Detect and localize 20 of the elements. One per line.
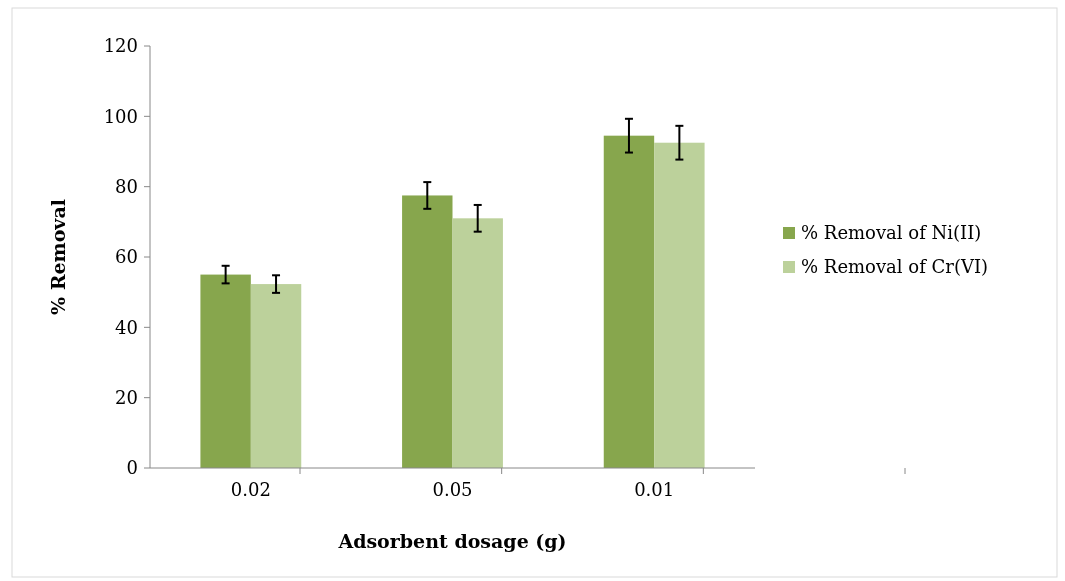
y-tick-label: 20 [115,386,138,408]
bar [452,218,503,468]
y-tick-label: 80 [115,175,138,197]
y-tick-label: 60 [115,246,138,268]
x-tick-label: 0.01 [634,479,675,500]
legend-label: % Removal of Cr(VI) [801,256,989,278]
x-tick-label: 0.02 [230,479,271,500]
y-tick-label: 100 [103,105,138,127]
bar [603,135,655,468]
y-tick-label: 120 [103,35,138,57]
legend-label: % Removal of Ni(II) [801,222,982,244]
y-tick-label: 0 [126,457,138,479]
bar [402,195,453,468]
bar [250,284,302,468]
x-axis-title: Adsorbent dosage (g) [337,530,567,552]
x-tick-label: 0.05 [432,479,473,500]
bar [200,274,251,468]
y-tick-label: 40 [115,316,138,338]
bar [654,142,705,468]
y-axis-title: % Removal [47,199,69,315]
